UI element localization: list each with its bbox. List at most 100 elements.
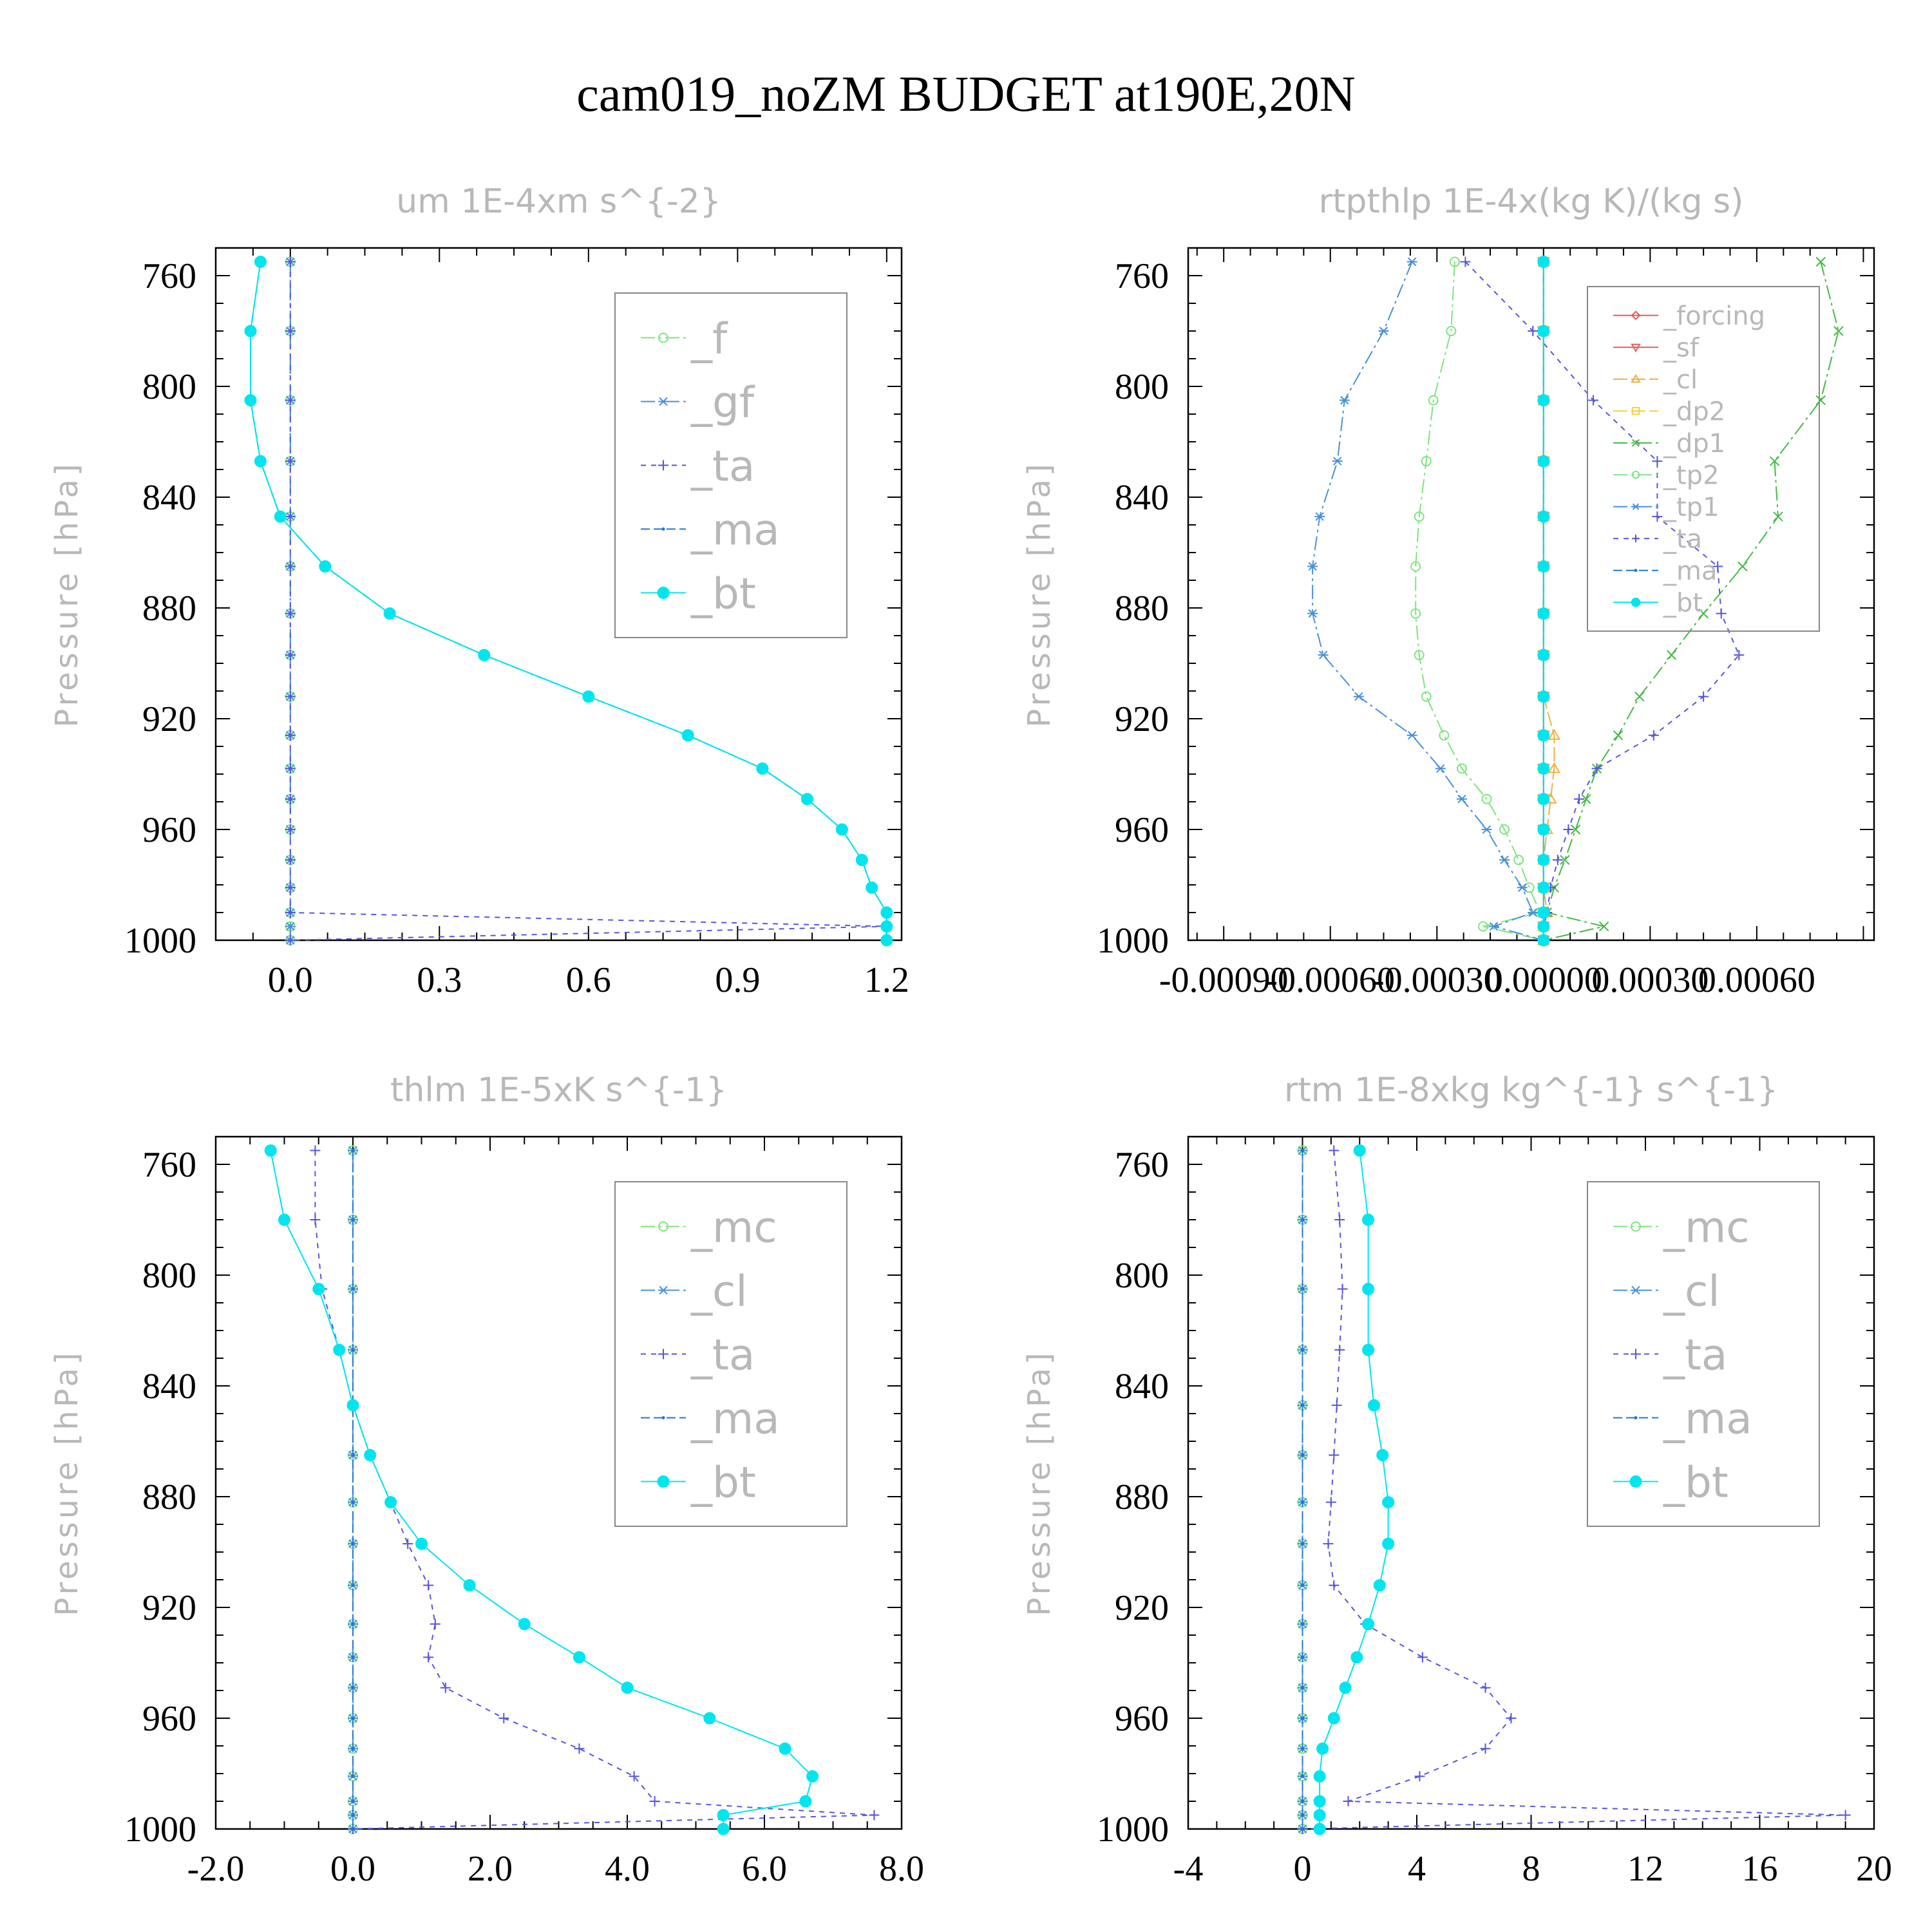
y-tick-label: 880 (1115, 1477, 1169, 1517)
data-point (1301, 1403, 1304, 1407)
data-point (1414, 1771, 1425, 1782)
data-point (1414, 650, 1425, 661)
data-point (1815, 395, 1826, 406)
data-point (285, 855, 296, 866)
data-point (1698, 691, 1709, 702)
legend-marker (658, 1221, 668, 1232)
data-point (1362, 1213, 1375, 1226)
data-point (1301, 1655, 1304, 1659)
legend-label: _bt (690, 569, 756, 618)
data-point (351, 1218, 355, 1222)
data-point (1301, 1716, 1304, 1720)
data-point (1329, 1580, 1340, 1591)
legend-entry: _dp2 (1613, 397, 1725, 427)
legend-marker (1631, 471, 1640, 479)
data-point (478, 649, 491, 661)
x-tick-label: 0.0 (268, 960, 313, 1000)
data-point (285, 907, 296, 918)
data-point (351, 1827, 355, 1831)
data-point (1552, 855, 1563, 866)
legend-marker (1631, 598, 1641, 607)
legend-entry: _bt (1613, 1457, 1728, 1507)
legend-entry: _ma (641, 1394, 780, 1443)
data-point (1548, 762, 1561, 773)
data-point (1410, 561, 1421, 572)
data-point (244, 394, 257, 406)
legend-box (614, 1181, 848, 1527)
y-tick-label: 840 (142, 1367, 196, 1406)
data-point (866, 881, 878, 894)
x-tick-label: -4 (1173, 1849, 1204, 1889)
x-tick-label: 12 (1627, 1849, 1663, 1889)
data-point (1313, 1809, 1326, 1821)
data-point (855, 853, 868, 866)
data-point (351, 1287, 355, 1291)
data-point (800, 793, 813, 806)
data-point (1314, 512, 1325, 521)
legend-box (1587, 286, 1820, 632)
legend-marker (658, 1285, 668, 1295)
data-point (383, 607, 396, 620)
y-tick-label: 920 (1115, 1588, 1169, 1628)
legend-marker (1631, 310, 1641, 321)
legend-label: _mc (1663, 1202, 1750, 1252)
data-point (285, 882, 296, 893)
data-point (1376, 1449, 1389, 1461)
panel-rtm: rtm 1E-8xkg kg^{-1} s^{-1} Pressure [hPa]… (1021, 1071, 1892, 1889)
data-point (1588, 395, 1599, 406)
legend-marker (1632, 535, 1640, 543)
y-tick-label: 760 (1115, 256, 1169, 296)
data-point (333, 1343, 346, 1356)
data-point (415, 1537, 428, 1550)
data-point (1334, 1345, 1345, 1356)
data-point (1698, 608, 1709, 619)
legend-label: _cl (1663, 1266, 1720, 1316)
series-line (1302, 1150, 1846, 1830)
data-point (285, 730, 296, 741)
data-point (351, 1814, 355, 1817)
data-point (1382, 1537, 1395, 1550)
data-point (254, 455, 267, 468)
data-point (1362, 1283, 1375, 1295)
data-point (1478, 921, 1489, 932)
legend-entry: _bt (641, 1457, 756, 1507)
data-point (573, 1651, 585, 1663)
x-tick-label: -0.00090 (1159, 960, 1289, 1000)
series-bt (1537, 256, 1550, 947)
data-point (351, 1747, 355, 1750)
y-tick-label: 920 (1115, 699, 1169, 739)
data-point (1353, 1144, 1366, 1157)
y-tick-label: 960 (142, 810, 196, 850)
data-point (1428, 395, 1439, 406)
data-point (1480, 1682, 1491, 1693)
data-point (1773, 511, 1783, 522)
data-point (278, 1213, 290, 1226)
y-tick-label: 840 (1115, 1367, 1169, 1406)
data-point (1435, 764, 1446, 773)
legend-marker (658, 332, 668, 343)
data-point (351, 1716, 355, 1720)
data-point (1331, 1400, 1342, 1411)
data-point (351, 1584, 355, 1587)
legend-label: _ma (690, 1394, 780, 1443)
legend-box (1587, 1181, 1820, 1527)
data-point (264, 1144, 277, 1157)
legend-label: _cl (690, 1266, 748, 1316)
legend-entry: _ma (641, 505, 780, 554)
legend-entry: _dp1 (1613, 429, 1725, 459)
data-point (1301, 1542, 1304, 1546)
data-point (498, 1713, 509, 1723)
data-point (1323, 1539, 1334, 1549)
panel-rtpthlp: rtpthlp 1E-4x(kg K)/(kg s) Pressure [hPa]… (1021, 182, 1875, 1000)
x-tick-label: 8.0 (879, 1849, 924, 1889)
data-point (574, 1743, 585, 1754)
legend-marker (661, 527, 665, 531)
legend-marker (1631, 343, 1641, 353)
data-point (1362, 1343, 1375, 1356)
data-point (285, 793, 296, 804)
legend-label: _sf (1663, 334, 1700, 363)
data-point (1339, 1681, 1352, 1694)
x-tick-label: 1.2 (864, 960, 909, 1000)
data-point (285, 763, 296, 774)
legend-marker (657, 1475, 670, 1488)
